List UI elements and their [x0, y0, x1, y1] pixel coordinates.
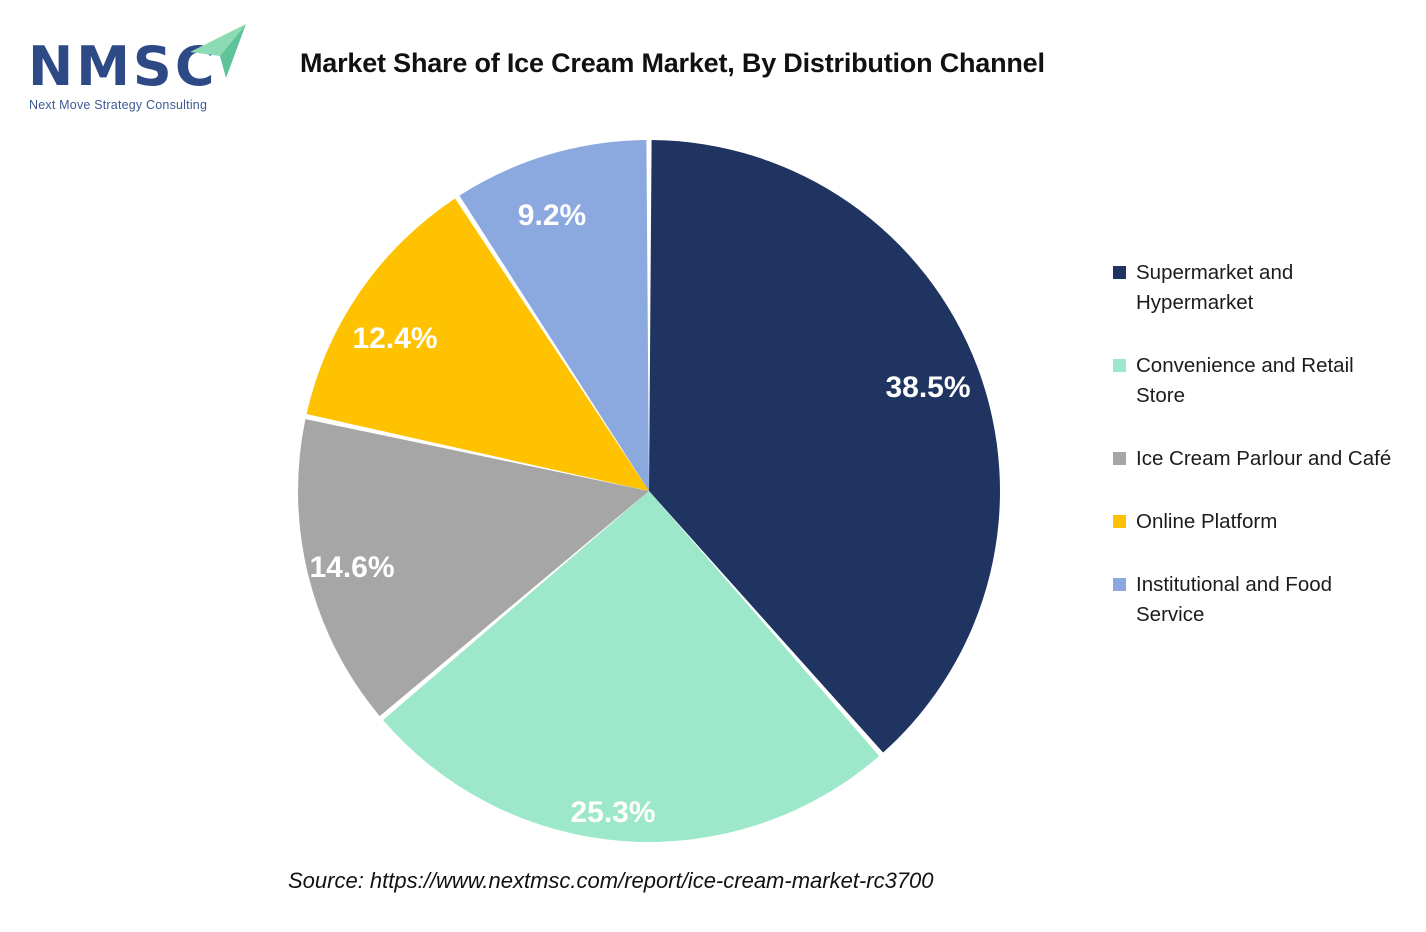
company-logo: NMSC Next Move Strategy Consulting	[26, 18, 246, 113]
pie-slice-label: 9.2%	[518, 199, 586, 232]
pie-slice[interactable]	[459, 140, 649, 491]
legend-label: Institutional and Food Service	[1136, 573, 1333, 626]
logo-wordmark: NMSC	[28, 35, 218, 98]
legend-swatch-icon	[1113, 266, 1126, 279]
pie-chart-svg: 38.5% 25.3% 14.6% 12.4% 9.2%	[298, 140, 1000, 842]
chart-title: Market Share of Ice Cream Market, By Dis…	[300, 48, 1045, 78]
legend-item[interactable]: Online Platform	[1113, 507, 1413, 537]
legend-swatch-icon	[1113, 515, 1126, 528]
pie-slice[interactable]	[306, 198, 649, 491]
legend-item[interactable]: Institutional and Food Service	[1113, 570, 1413, 630]
pie-slice-label: 38.5%	[885, 371, 970, 404]
legend-swatch-icon	[1113, 578, 1126, 591]
chart-legend: Supermarket and Hypermarket Convenience a…	[1113, 258, 1413, 663]
legend-item[interactable]: Supermarket and Hypermarket	[1113, 258, 1413, 318]
pie-slice-group	[298, 140, 1000, 842]
legend-item[interactable]: Convenience and Retail Store	[1113, 351, 1413, 411]
legend-item[interactable]: Ice Cream Parlour and Café	[1113, 444, 1413, 474]
pie-label-group: 38.5% 25.3% 14.6% 12.4% 9.2%	[309, 199, 970, 829]
legend-label: Convenience and Retail Store	[1136, 354, 1354, 407]
legend-label: Ice Cream Parlour and Café	[1136, 447, 1392, 470]
pie-slice-label: 25.3%	[570, 796, 655, 829]
legend-swatch-icon	[1113, 452, 1126, 465]
pie-slice-label: 12.4%	[352, 322, 437, 355]
pie-slice-label: 14.6%	[309, 551, 394, 584]
legend-swatch-icon	[1113, 359, 1126, 372]
pie-slice[interactable]	[649, 140, 1000, 753]
legend-label: Supermarket and Hypermarket	[1136, 261, 1294, 314]
pie-slice[interactable]	[383, 491, 880, 842]
paper-plane-icon	[190, 24, 246, 78]
logo-tagline: Next Move Strategy Consulting	[29, 98, 208, 112]
legend-label: Online Platform	[1136, 510, 1278, 533]
pie-chart: 38.5% 25.3% 14.6% 12.4% 9.2%	[298, 140, 1000, 842]
pie-slice[interactable]	[298, 419, 649, 717]
source-caption: Source: https://www.nextmsc.com/report/i…	[288, 868, 934, 893]
